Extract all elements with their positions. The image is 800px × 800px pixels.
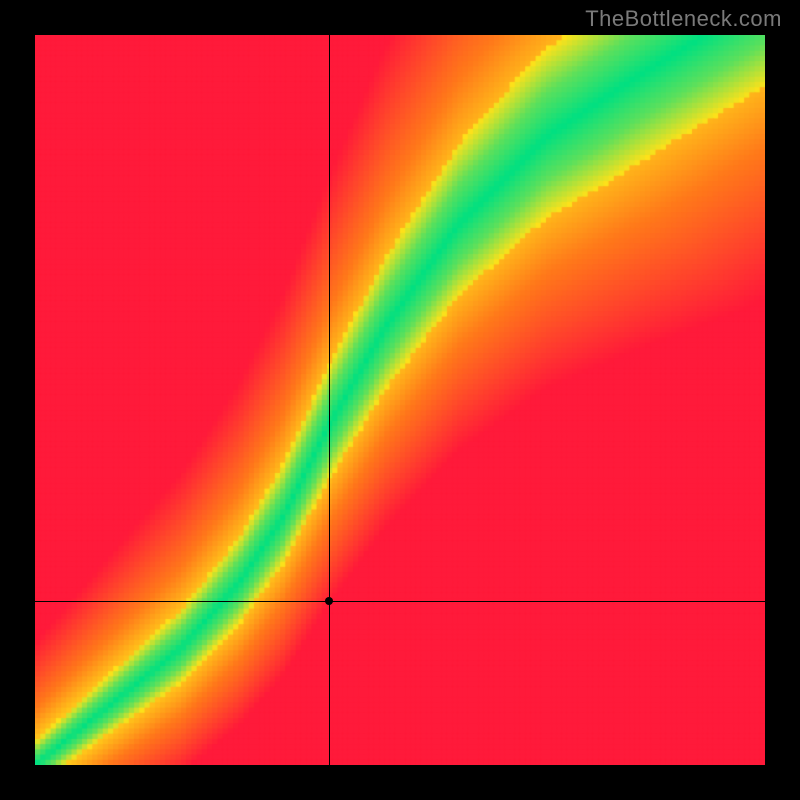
crosshair-vertical	[329, 35, 330, 765]
watermark-text: TheBottleneck.com	[585, 6, 782, 32]
chart-frame: TheBottleneck.com	[0, 0, 800, 800]
crosshair-marker	[325, 597, 333, 605]
heatmap-canvas	[35, 35, 765, 765]
crosshair-horizontal	[35, 601, 765, 602]
